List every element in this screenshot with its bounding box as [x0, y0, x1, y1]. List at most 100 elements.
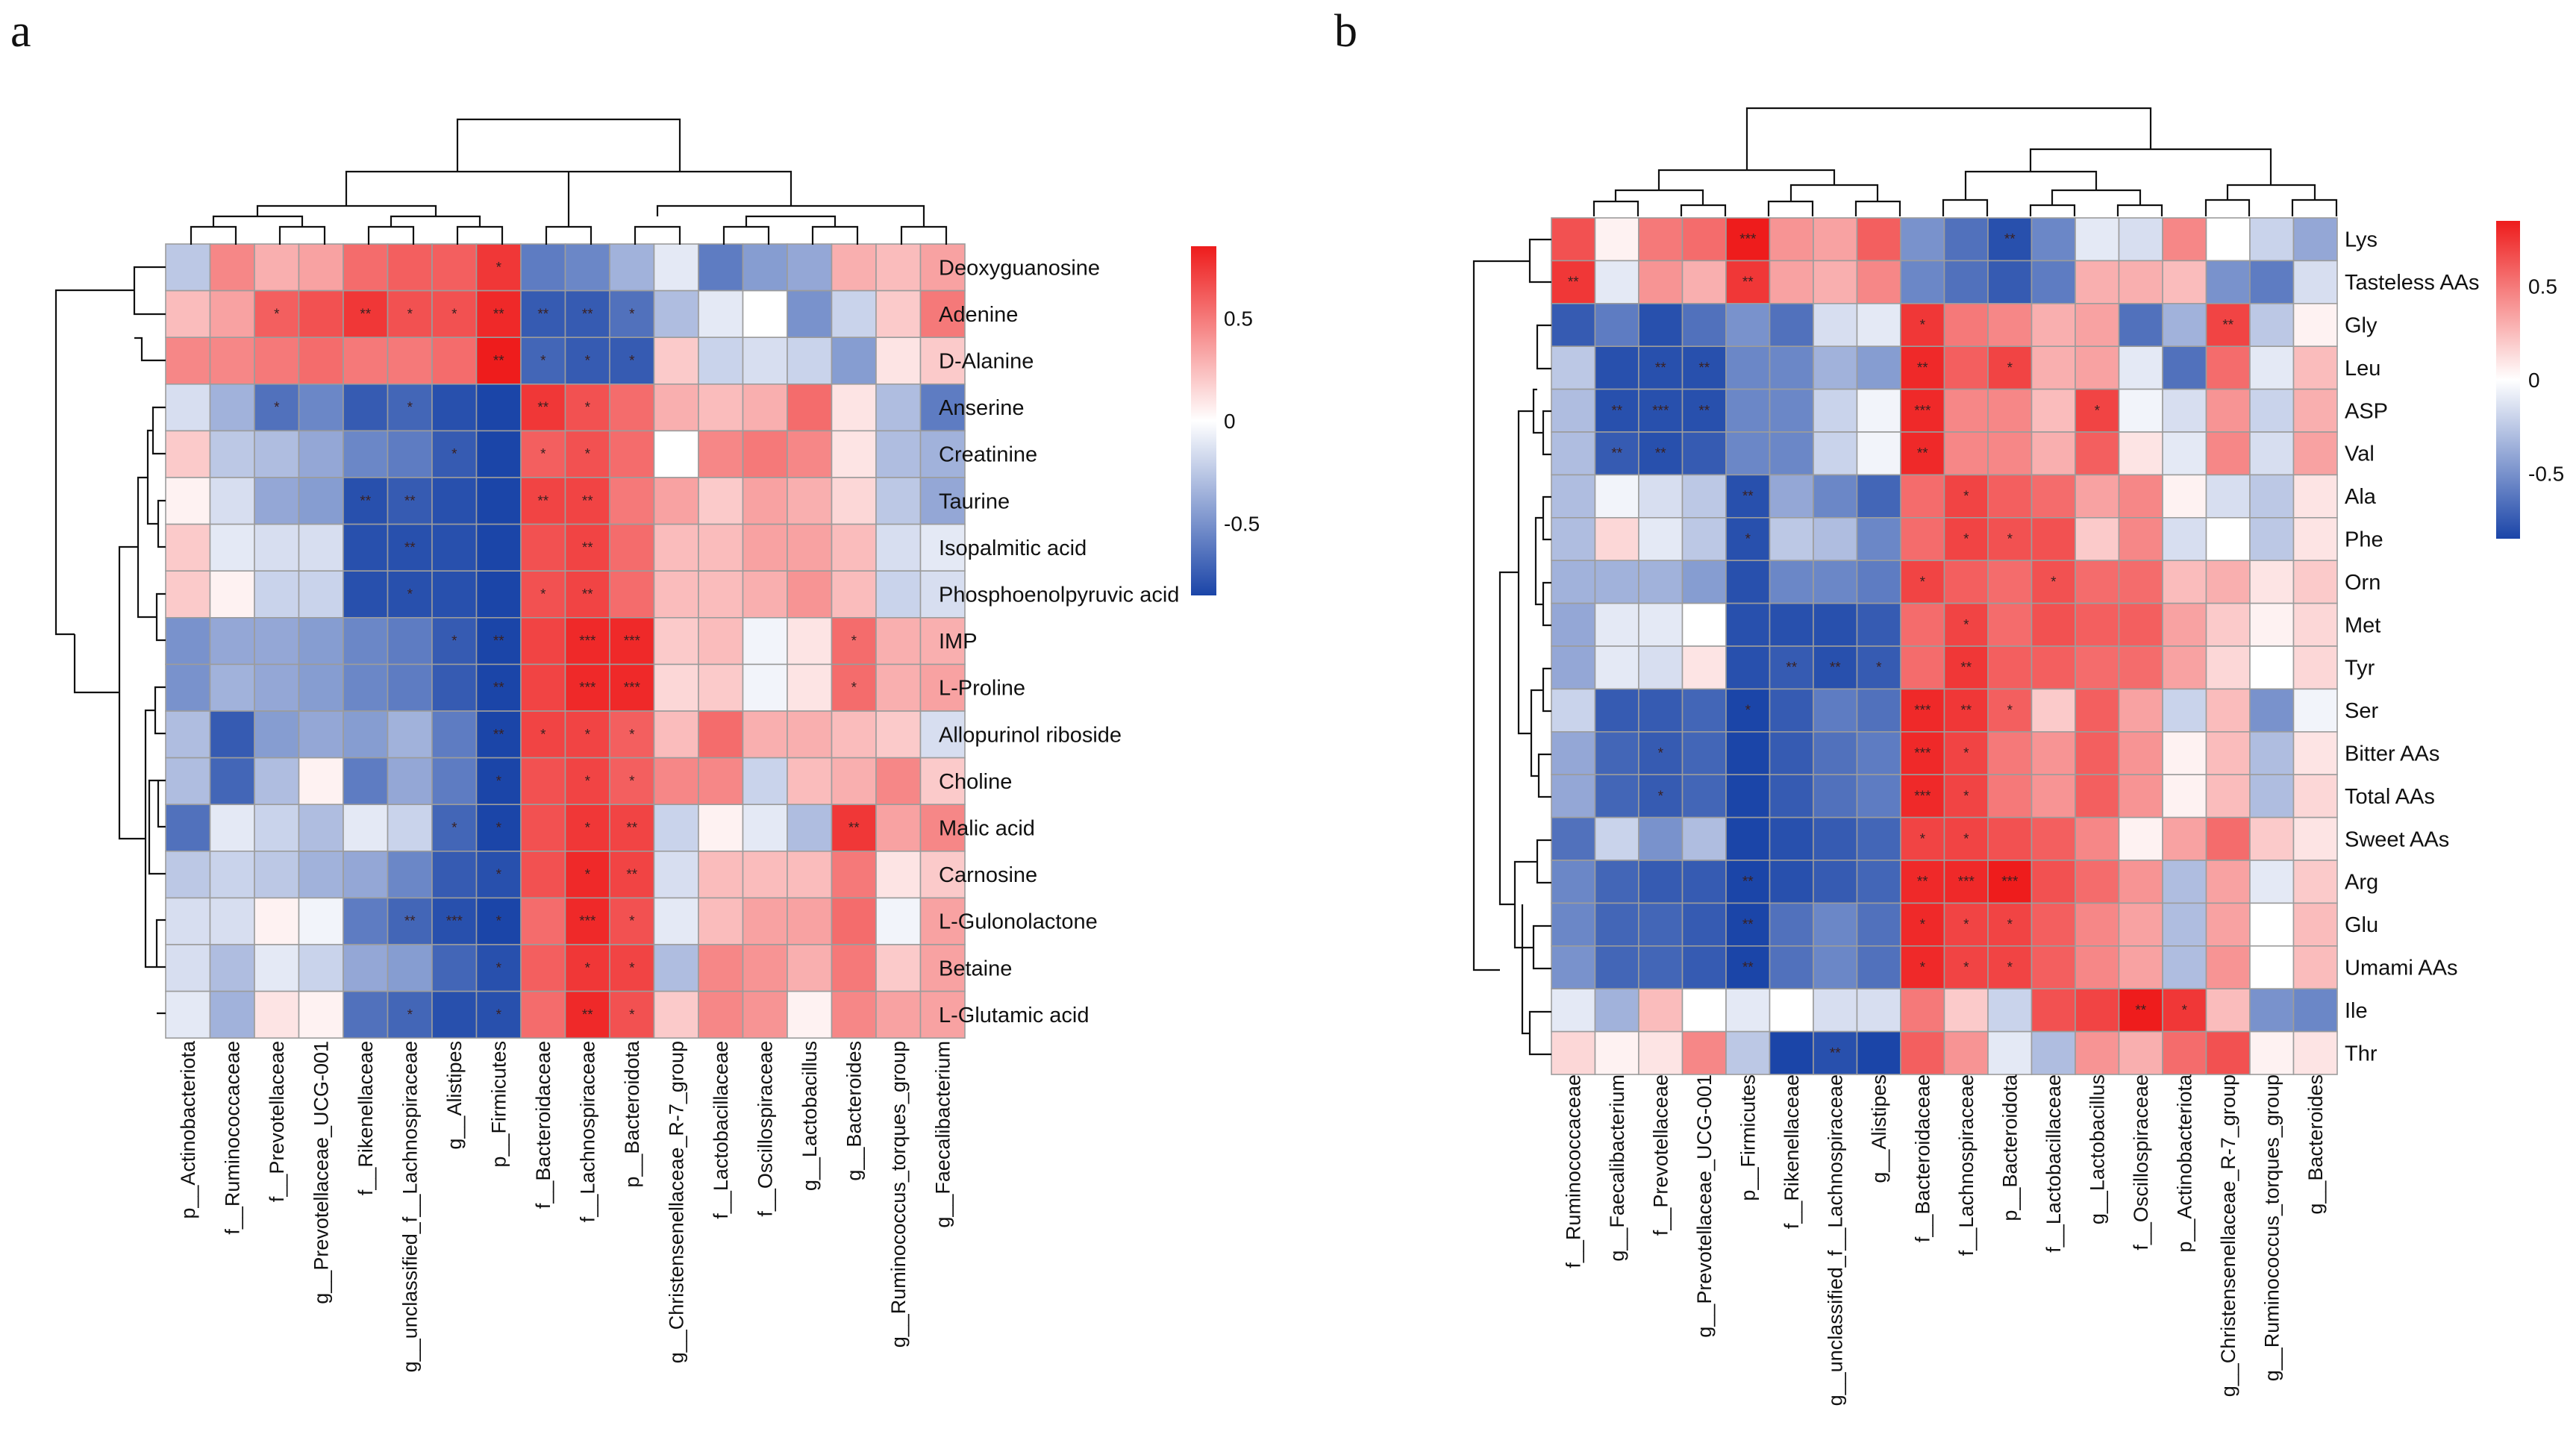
heatmap-b-star: ** [1742, 960, 1754, 976]
heatmap-b-cell [1551, 516, 1596, 561]
heatmap-b-cell [1856, 860, 1901, 904]
heatmap-b-cell [1551, 431, 1596, 476]
heatmap-a-cell [387, 477, 433, 525]
heatmap-b-column-label: p__Bacteroidota [1998, 1074, 2021, 1221]
heatmap-a-cell [387, 897, 433, 945]
heatmap-b-cell [2292, 688, 2338, 733]
heatmap-b-cell [2031, 902, 2076, 947]
heatmap-a-star: * [851, 633, 857, 649]
heatmap-a-column-label: g__Christensenellaceae_R-7_group [665, 1041, 687, 1363]
heatmap-a-star: ** [493, 633, 504, 649]
heatmap-b-cell [1813, 560, 1858, 604]
heatmap-b-cell [2031, 217, 2076, 262]
heatmap-a-cell [787, 477, 833, 525]
heatmap-a-star: * [496, 260, 502, 275]
heatmap-a-cell [787, 851, 833, 899]
heatmap-a-cell [787, 663, 833, 712]
heatmap-a-cell [787, 570, 833, 619]
heatmap-b-star: *** [1652, 403, 1669, 419]
heatmap-a-cell [165, 290, 211, 339]
heatmap-a-star: * [451, 821, 457, 836]
heatmap-b-cell [1681, 302, 1727, 347]
heatmap-a-cell [609, 243, 655, 292]
heatmap-b-cell [1813, 302, 1858, 347]
heatmap-a-cell [787, 523, 833, 572]
heatmap-a-star: *** [579, 680, 596, 696]
heatmap-b-cell [1681, 260, 1727, 304]
heatmap-a-cell [609, 944, 655, 992]
heatmap-a-cell [387, 851, 433, 899]
heatmap-a-cell [520, 710, 566, 759]
heatmap-b-cell [2031, 560, 2076, 604]
heatmap-a-cell [343, 897, 389, 945]
heatmap-b-star: ** [1742, 874, 1754, 890]
heatmap-b-row-label: Thr [2345, 1042, 2378, 1065]
heatmap-b-cell [1813, 645, 1858, 690]
heatmap-b-cell [1594, 431, 1639, 476]
heatmap-b-column-label: g__Prevotellaceae_UCG-001 [1693, 1074, 1716, 1338]
heatmap-b-cell [2162, 302, 2207, 347]
heatmap-b-cell [2031, 774, 2076, 819]
heatmap-a-cell [387, 804, 433, 852]
heatmap-a-cell [875, 616, 922, 666]
heatmap-a-cell [742, 570, 788, 619]
heatmap-a-star: ** [404, 540, 416, 556]
heatmap-b-cell [2118, 988, 2163, 1033]
heatmap-b-column-label: g__Lactobacillus [2086, 1074, 2108, 1224]
heatmap-b-cell [1638, 345, 1684, 390]
heatmap-a-cell [653, 990, 699, 1039]
heatmap-a-cell [165, 897, 211, 945]
heatmap-b-cell [1856, 474, 1901, 519]
heatmap-b-cell [2118, 774, 2163, 819]
heatmap-b-cell [2292, 345, 2338, 390]
heatmap-b-cell [2075, 816, 2120, 861]
heatmap-b-cell [1987, 688, 2033, 733]
heatmap-b-star: ** [2222, 318, 2233, 334]
heatmap-b-cell [2162, 217, 2207, 262]
heatmap-b-column-dendrogram [1592, 107, 2338, 216]
heatmap-b-cell [1551, 217, 1596, 262]
heatmap-a-cell [298, 851, 344, 899]
heatmap-a-cell [698, 523, 744, 572]
heatmap-b-cell [2205, 688, 2251, 733]
heatmap-b-cell [1551, 730, 1596, 775]
heatmap-a-star: ** [493, 354, 504, 369]
heatmap-a-cell [698, 243, 744, 292]
heatmap-b-cell [2205, 560, 2251, 604]
heatmap-a-cell [343, 570, 389, 619]
heatmap-a-cell [609, 383, 655, 432]
heatmap-b-cell [1725, 345, 1771, 390]
heatmap-b-cell [1594, 516, 1639, 561]
heatmap-b-cell [2292, 988, 2338, 1033]
heatmap-a-column-label: f__Bacteroidaceae [532, 1041, 554, 1209]
heatmap-b-column-label: f__Bacteroidaceae [1911, 1074, 1933, 1242]
heatmap-b-cell [1943, 988, 1989, 1033]
heatmap-b-star: ** [2135, 1003, 2146, 1018]
heatmap-b-cell [1725, 774, 1771, 819]
heatmap-b-cell [1769, 302, 1814, 347]
heatmap-b-cell [1594, 560, 1639, 604]
heatmap-b-cell [1769, 816, 1814, 861]
heatmap-b-cell [1987, 431, 2033, 476]
heatmap-b-cell [2031, 345, 2076, 390]
heatmap-b-cell [1856, 260, 1901, 304]
heatmap-b-star: ** [1742, 489, 1754, 504]
heatmap-b-cell [1681, 602, 1727, 647]
heatmap-a-cell [564, 757, 610, 805]
heatmap-a-cell [831, 663, 877, 712]
heatmap-a-cell [431, 757, 478, 805]
heatmap-a-cell [742, 243, 788, 292]
heatmap-a-cell [431, 243, 478, 292]
heatmap-a-cell [698, 851, 744, 899]
heatmap-a-cell [787, 944, 833, 992]
heatmap-b-star: ** [1611, 446, 1622, 462]
heatmap-b-cell [1769, 988, 1814, 1033]
heatmap-a-cell [875, 897, 922, 945]
heatmap-b-cell [1681, 388, 1727, 433]
heatmap-a-cell [564, 570, 610, 619]
heatmap-b-cell [2292, 902, 2338, 947]
heatmap-a-column-label: f__Prevotellaceae [266, 1041, 288, 1202]
heatmap-a-cell [209, 383, 255, 432]
heatmap-b-cell [1725, 516, 1771, 561]
